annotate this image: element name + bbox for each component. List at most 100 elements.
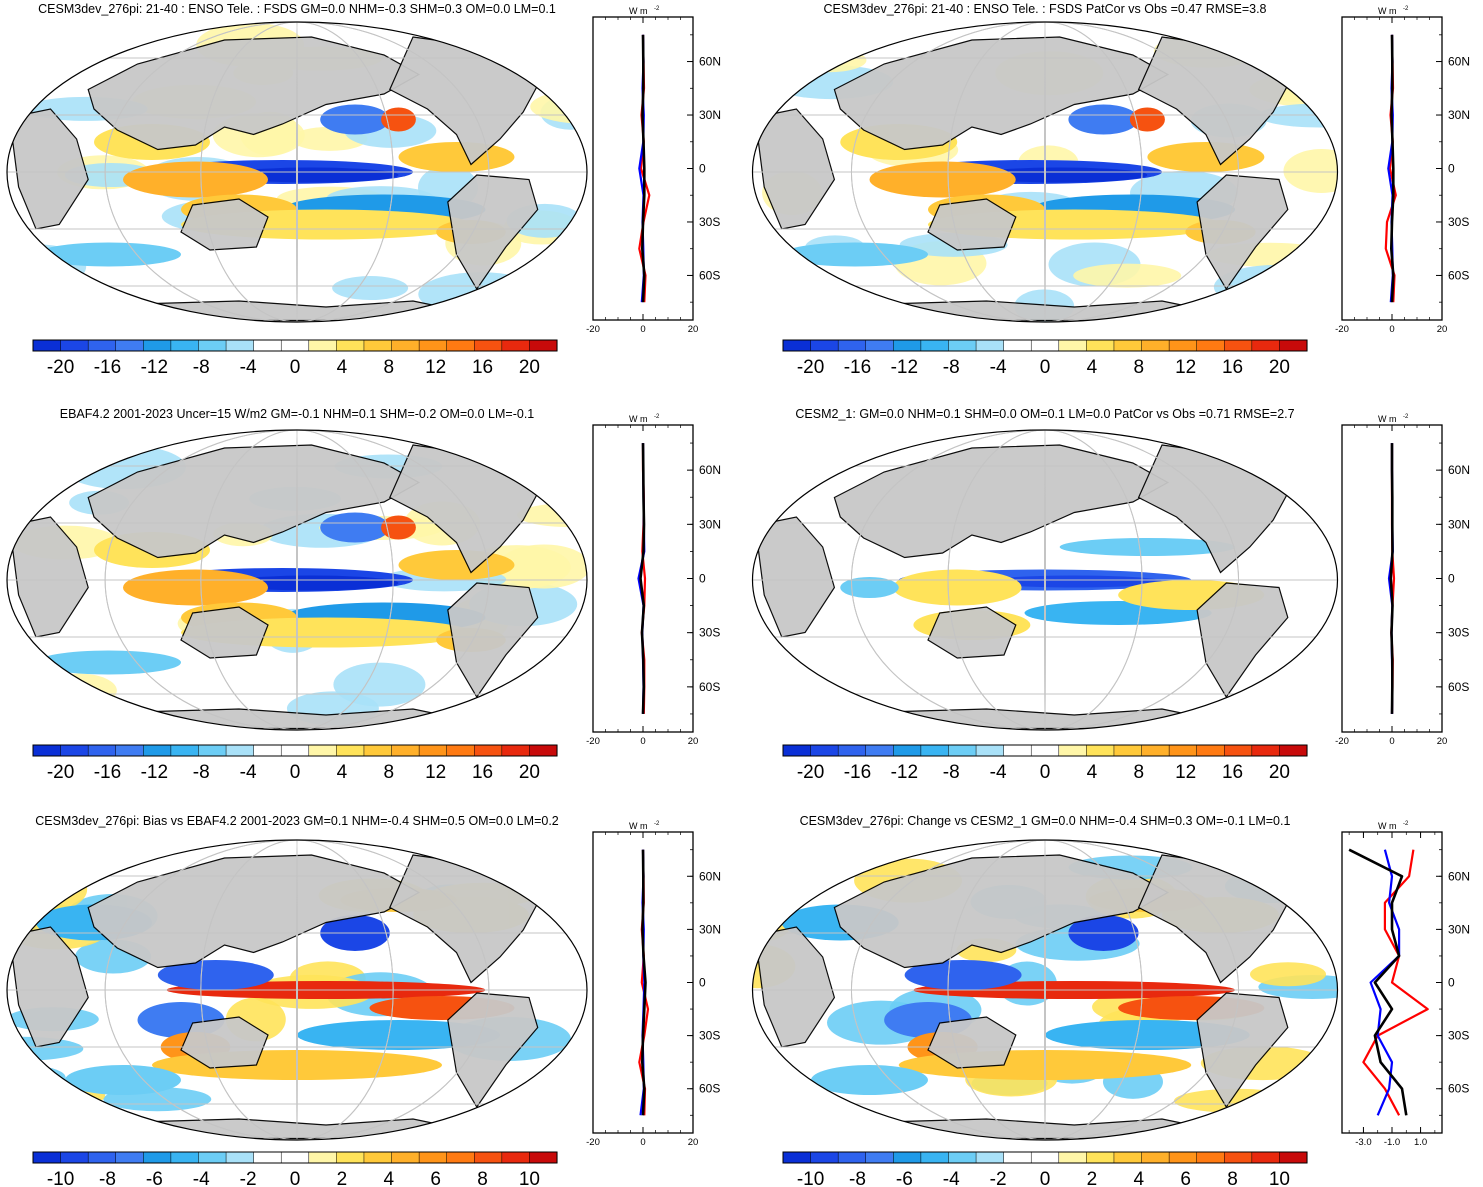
lat-label: 30S bbox=[1448, 626, 1469, 640]
colorbar-swatch bbox=[810, 744, 839, 757]
lat-label: 30N bbox=[699, 108, 721, 122]
anomaly-patch bbox=[65, 1065, 181, 1095]
colorbar-label: -12 bbox=[141, 357, 168, 378]
graticule-line bbox=[104, 22, 490, 322]
anomaly-patch bbox=[1073, 263, 1182, 288]
graticule-line bbox=[947, 430, 1143, 730]
colorbar-swatch bbox=[837, 744, 867, 757]
zonal-unit: W m bbox=[1378, 6, 1397, 16]
lat-label: 0 bbox=[1448, 572, 1455, 586]
colorbar-swatch bbox=[115, 339, 144, 352]
colorbar-swatch bbox=[60, 744, 89, 757]
continent-outline bbox=[447, 582, 539, 699]
colorbar-swatch bbox=[418, 744, 448, 757]
colorbar-swatch bbox=[418, 339, 448, 352]
colorbar-swatch bbox=[446, 1151, 475, 1164]
colorbar-swatch bbox=[225, 1151, 255, 1164]
graticule-line bbox=[850, 22, 1240, 322]
value-tick-label: -20 bbox=[586, 1137, 600, 1148]
panel-4: CESM2_1: GM=0.0 NHM=0.1 SHM=0.0 OM=0.1 L… bbox=[751, 407, 1470, 783]
anomaly-patch bbox=[1068, 104, 1139, 135]
value-tick-label: 1.0 bbox=[1414, 1137, 1427, 1148]
anomaly-patch bbox=[811, 1065, 928, 1095]
lat-label: 60S bbox=[699, 268, 720, 282]
anomaly-patch bbox=[752, 67, 796, 92]
colorbar: -10 -8 -6 -4 -2 0 2 4 6 8 10 bbox=[32, 1151, 558, 1187]
colorbar-swatch bbox=[1058, 1151, 1087, 1164]
panel-title: CESM3dev_276pi: 21-40 : ENSO Tele. : FSD… bbox=[38, 2, 556, 16]
colorbar-label: -2 bbox=[990, 1169, 1007, 1187]
colorbar-swatch bbox=[865, 1151, 894, 1164]
colorbar-swatch bbox=[474, 744, 503, 757]
colorbar-label: -20 bbox=[797, 357, 824, 378]
anomaly-patch bbox=[7, 1105, 131, 1130]
colorbar: -20 -16 -12 -8 -4 0 4 8 12 16 20 bbox=[782, 744, 1308, 783]
colorbar-swatch bbox=[280, 1151, 310, 1164]
zonal-series-difference bbox=[1390, 34, 1395, 303]
map-border bbox=[751, 21, 1339, 323]
anomaly-patch bbox=[19, 450, 96, 475]
colorbar-label: -4 bbox=[240, 762, 257, 783]
colorbar-label: -4 bbox=[943, 1169, 960, 1187]
panel-title: EBAF4.2 2001-2023 Uncer=15 W/m2 GM=-0.1 … bbox=[60, 407, 535, 421]
colorbar-swatch bbox=[198, 744, 227, 757]
anomaly-patch bbox=[869, 161, 1016, 198]
colorbar-label: -8 bbox=[193, 762, 210, 783]
map-area bbox=[752, 22, 1338, 322]
colorbar-swatch bbox=[198, 339, 227, 352]
colorbar-swatch bbox=[170, 1151, 200, 1164]
colorbar-label: -16 bbox=[844, 357, 871, 378]
anomaly-patch bbox=[224, 167, 399, 183]
colorbar-swatch bbox=[280, 744, 310, 757]
anomaly-patch bbox=[534, 868, 587, 903]
zonal-mean-plot: W m -2 60N 30N 0 30S 60S -20 0 20 bbox=[586, 414, 721, 747]
anomaly-patch bbox=[36, 242, 181, 267]
anomaly-patch bbox=[7, 696, 94, 730]
lat-label: 60S bbox=[1448, 268, 1469, 282]
anomaly-patch bbox=[535, 1112, 587, 1137]
colorbar-label: -20 bbox=[797, 762, 824, 783]
anomaly-patch bbox=[123, 569, 268, 606]
colorbar-label: -8 bbox=[943, 357, 960, 378]
anomaly-patch bbox=[9, 840, 102, 873]
colorbar-swatch bbox=[529, 339, 558, 352]
colorbar: -10 -8 -6 -4 -2 0 2 4 6 8 10 bbox=[782, 1151, 1308, 1187]
colorbar-swatch bbox=[948, 1151, 977, 1164]
colorbar-swatch bbox=[87, 744, 117, 757]
colorbar-label: 12 bbox=[1175, 357, 1196, 378]
colorbar-swatch bbox=[253, 744, 282, 757]
graticule-line bbox=[200, 22, 394, 322]
lat-label: 30N bbox=[1448, 108, 1470, 122]
colorbar-swatch bbox=[1196, 744, 1225, 757]
anomaly-patch bbox=[320, 104, 390, 135]
continent-outline bbox=[12, 108, 89, 230]
colorbar-label: 0 bbox=[1040, 1169, 1051, 1187]
anomaly-patch bbox=[840, 577, 899, 598]
zonal-unit: W m bbox=[1378, 414, 1397, 424]
continent-outline bbox=[1196, 174, 1289, 291]
continent-outline bbox=[87, 36, 421, 151]
anomaly-patch bbox=[10, 462, 71, 497]
lat-label: 60S bbox=[699, 1082, 720, 1096]
anomaly-patch bbox=[332, 276, 409, 301]
colorbar-swatch bbox=[810, 1151, 839, 1164]
zonal-series-difference bbox=[640, 849, 647, 1116]
colorbar-swatch bbox=[529, 1151, 558, 1164]
continent-outline bbox=[833, 444, 1170, 559]
colorbar-swatch bbox=[32, 339, 62, 352]
colorbar-swatch bbox=[1224, 339, 1253, 352]
anomaly-patch bbox=[752, 61, 824, 86]
colorbar-label: -8 bbox=[849, 1169, 866, 1187]
graticule-line bbox=[296, 22, 298, 322]
colorbar-label: -10 bbox=[47, 1169, 74, 1187]
value-tick-label: 0 bbox=[640, 736, 645, 747]
colorbar-swatch bbox=[1168, 339, 1198, 352]
lat-label: 30S bbox=[1448, 215, 1469, 229]
map-area bbox=[752, 430, 1338, 730]
colorbar-frame bbox=[32, 339, 558, 352]
colorbar-label: 20 bbox=[519, 762, 540, 783]
anomaly-patch bbox=[501, 1093, 562, 1128]
panel-title: CESM3dev_276pi: Bias vs EBAF4.2 2001-202… bbox=[35, 814, 559, 828]
lat-label: 30N bbox=[699, 922, 721, 936]
colorbar-swatch bbox=[837, 339, 867, 352]
